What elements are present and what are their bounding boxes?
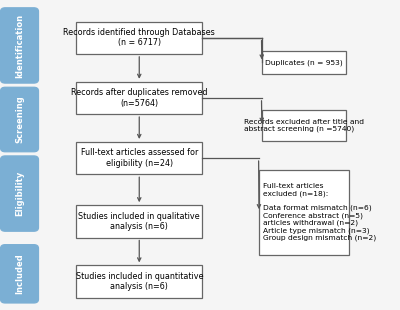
FancyBboxPatch shape [76, 142, 202, 174]
FancyBboxPatch shape [262, 51, 346, 74]
Text: Studies included in quantitative
analysis (n=6): Studies included in quantitative analysi… [76, 272, 203, 291]
Text: Identification: Identification [15, 13, 24, 78]
Text: Studies included in qualitative
analysis (n=6): Studies included in qualitative analysis… [78, 212, 200, 231]
FancyBboxPatch shape [76, 21, 202, 54]
Text: Records identified through Databases
(n = 6717): Records identified through Databases (n … [63, 28, 215, 47]
Text: Full-text articles
excluded (n=18):

Data format mismatch (n=6)
Conference abstr: Full-text articles excluded (n=18): Data… [263, 183, 376, 241]
FancyBboxPatch shape [76, 82, 202, 114]
Text: Full-text articles assessed for
eligibility (n=24): Full-text articles assessed for eligibil… [80, 148, 198, 168]
FancyBboxPatch shape [0, 156, 38, 231]
FancyBboxPatch shape [76, 265, 202, 298]
Text: Records excluded after title and
abstract screening (n =5740): Records excluded after title and abstrac… [244, 119, 364, 132]
Text: Eligibility: Eligibility [15, 171, 24, 216]
Text: Screening: Screening [15, 95, 24, 144]
FancyBboxPatch shape [259, 170, 349, 255]
Text: Included: Included [15, 254, 24, 294]
FancyBboxPatch shape [0, 245, 38, 303]
FancyBboxPatch shape [0, 8, 38, 83]
Text: Duplicates (n = 953): Duplicates (n = 953) [265, 59, 343, 66]
FancyBboxPatch shape [262, 110, 346, 141]
Text: Records after duplicates removed
(n=5764): Records after duplicates removed (n=5764… [71, 88, 208, 108]
FancyBboxPatch shape [76, 205, 202, 237]
FancyBboxPatch shape [0, 87, 38, 152]
